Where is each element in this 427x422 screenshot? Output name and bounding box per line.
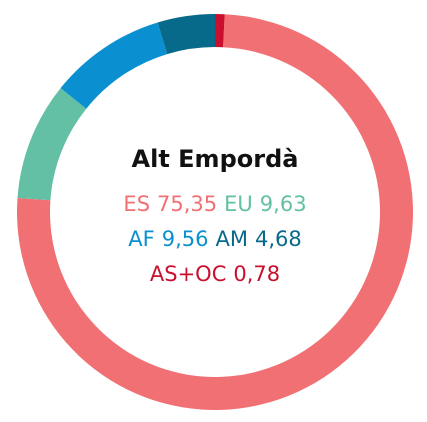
chart-title: Alt Empordà bbox=[132, 145, 299, 173]
donut-segment bbox=[215, 14, 225, 48]
legend-line: AS+OC 0,78 bbox=[150, 262, 280, 286]
donut-segment bbox=[157, 14, 215, 55]
legend-value: 4,68 bbox=[255, 227, 302, 251]
legend-value: 0,78 bbox=[233, 262, 280, 286]
legend-category: ES bbox=[123, 192, 150, 216]
legend-category: AF bbox=[128, 227, 154, 251]
legend-category: AS+OC bbox=[150, 262, 226, 286]
legend-category: EU bbox=[224, 192, 253, 216]
legend-value: 9,56 bbox=[162, 227, 209, 251]
legend-category: AM bbox=[215, 227, 247, 251]
legend-line: AF 9,56 AM 4,68 bbox=[128, 227, 301, 251]
legend-line: ES 75,35 EU 9,63 bbox=[123, 192, 306, 216]
donut-segment bbox=[60, 22, 168, 109]
legend-value: 75,35 bbox=[157, 192, 217, 216]
donut-segment bbox=[17, 88, 87, 201]
legend-value: 9,63 bbox=[260, 192, 307, 216]
